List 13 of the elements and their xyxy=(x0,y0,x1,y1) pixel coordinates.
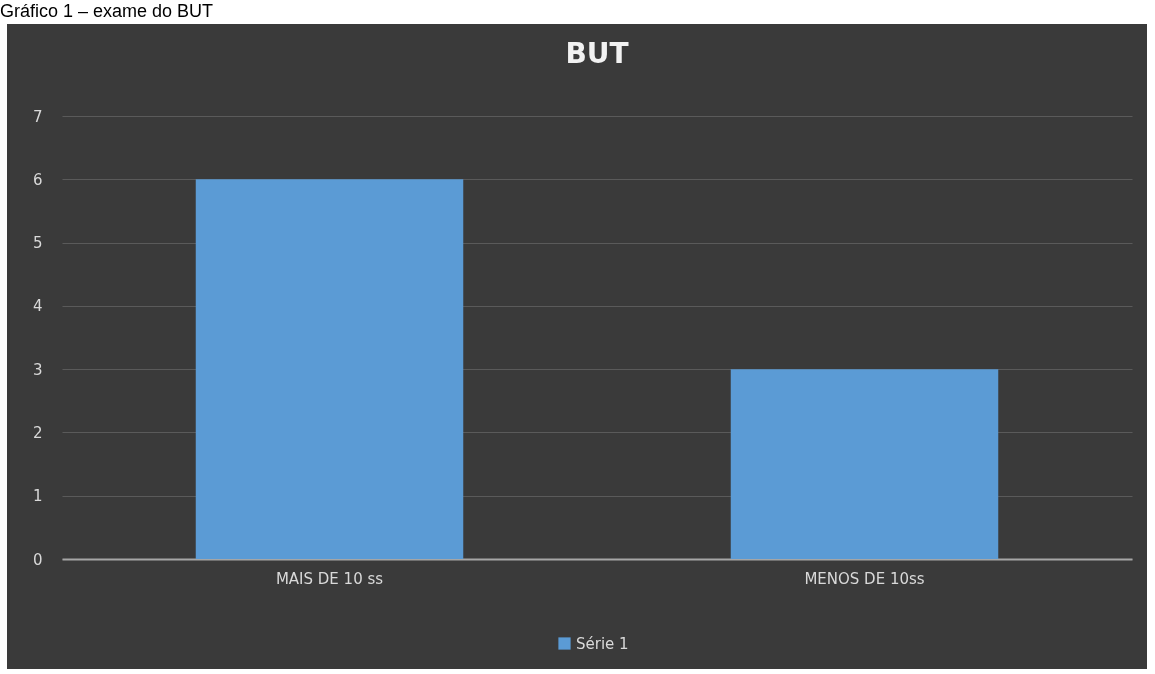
y-tick-label: 0 xyxy=(32,550,43,569)
y-tick-label: 3 xyxy=(32,360,43,379)
x-tick-label: MENOS DE 10ss xyxy=(804,569,925,588)
legend-label: Série 1 xyxy=(576,634,629,653)
y-tick-label: 5 xyxy=(32,234,43,253)
chart-title: BUT xyxy=(565,37,629,70)
y-tick-label: 4 xyxy=(32,297,43,316)
y-tick-label: 7 xyxy=(32,107,43,126)
y-tick-label: 1 xyxy=(32,487,43,506)
y-tick-label: 2 xyxy=(32,423,43,442)
x-tick-label: MAIS DE 10 ss xyxy=(275,569,384,588)
y-tick-label: 6 xyxy=(32,170,43,189)
text: Gráfico 1 – exame do BUT xyxy=(0,0,214,22)
